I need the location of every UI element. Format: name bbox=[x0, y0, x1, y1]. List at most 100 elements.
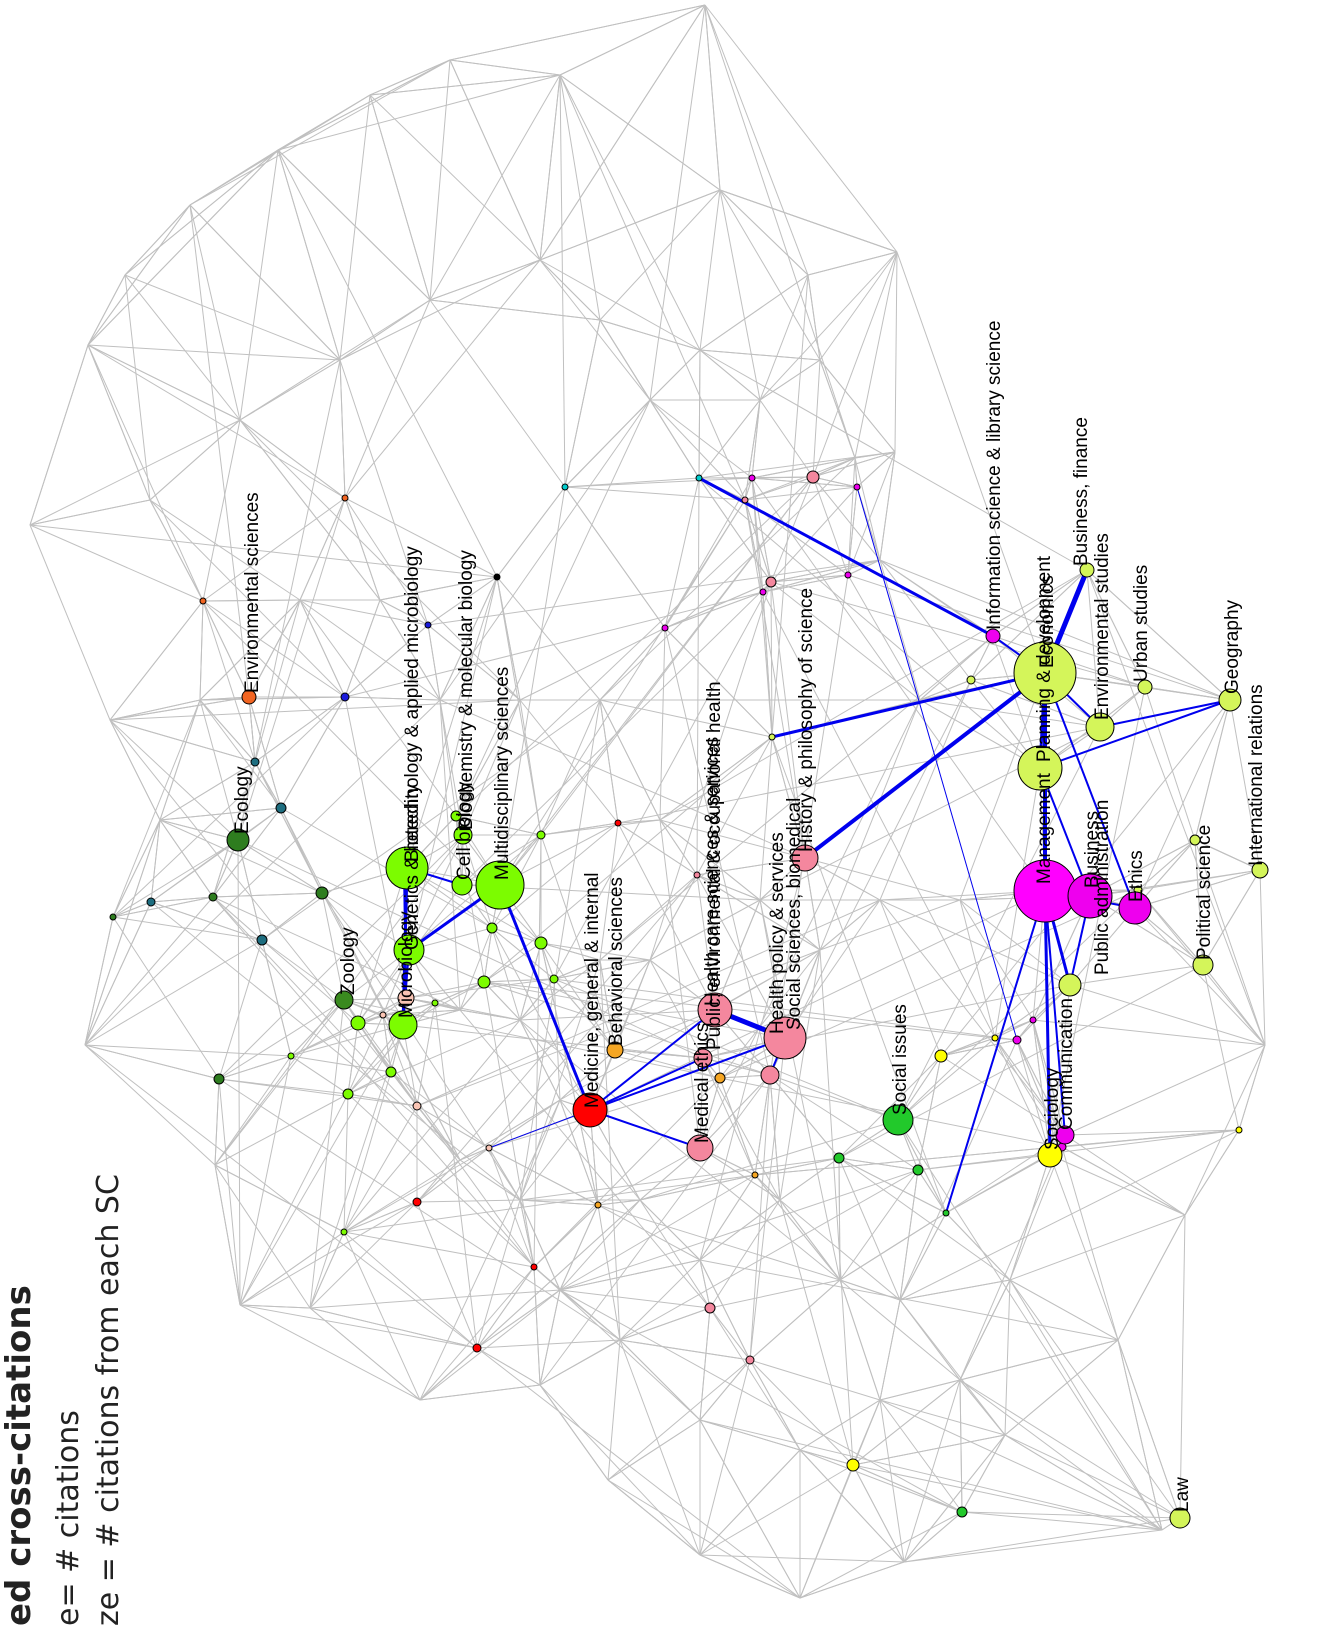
background-edge bbox=[759, 359, 821, 401]
background-edge bbox=[751, 476, 814, 479]
background-edge bbox=[839, 1279, 881, 1401]
node-label-microbiology: Microbiology bbox=[396, 911, 417, 1018]
node-label-public-administration: Public administration bbox=[1092, 800, 1113, 975]
network-node bbox=[536, 830, 546, 840]
background-edge bbox=[749, 1359, 801, 1451]
background-edge bbox=[1238, 1044, 1266, 1131]
background-edge bbox=[459, 1159, 521, 1201]
background-edge bbox=[416, 949, 821, 1107]
background-edge bbox=[769, 679, 972, 1076]
background-edge bbox=[416, 1147, 490, 1203]
background-edge bbox=[254, 761, 461, 1161]
network-node bbox=[472, 1343, 482, 1353]
network-node bbox=[287, 1052, 295, 1060]
background-edge bbox=[597, 1204, 841, 1281]
background-edge bbox=[539, 1339, 621, 1386]
background-edge bbox=[564, 477, 753, 488]
background-edge bbox=[519, 942, 542, 1021]
background-edge bbox=[344, 497, 381, 601]
background-edge bbox=[112, 819, 161, 918]
background-edge bbox=[699, 1359, 751, 1556]
node-cell-biology bbox=[451, 874, 473, 896]
background-edge bbox=[277, 149, 431, 301]
node-geography bbox=[1218, 688, 1242, 712]
background-edge bbox=[218, 1078, 241, 1306]
background-edge bbox=[1134, 907, 1266, 1046]
background-edge bbox=[343, 1201, 418, 1233]
background-edge bbox=[405, 978, 555, 999]
background-edge bbox=[109, 699, 201, 721]
background-edge bbox=[759, 251, 898, 401]
background-edge bbox=[84, 819, 161, 1046]
background-edge bbox=[852, 1399, 881, 1466]
network-node bbox=[748, 474, 756, 482]
background-edge bbox=[540, 476, 814, 836]
node-multidisciplinary-sciences bbox=[475, 860, 525, 910]
background-edge bbox=[709, 1307, 801, 1451]
background-edge bbox=[540, 942, 601, 961]
background-edge bbox=[769, 1074, 919, 1171]
background-edge bbox=[599, 959, 621, 1341]
background-edge bbox=[149, 499, 204, 602]
background-edge bbox=[699, 699, 921, 1149]
background-edge bbox=[751, 477, 772, 583]
background-edge bbox=[496, 576, 521, 701]
background-edge bbox=[299, 599, 346, 698]
node-label-ecology: Ecology bbox=[232, 766, 253, 834]
background-edge bbox=[124, 204, 191, 276]
node-medicine-general bbox=[572, 1092, 608, 1128]
background-edge bbox=[218, 1055, 292, 1080]
background-edge bbox=[699, 1259, 1119, 1341]
highlighted-edge bbox=[771, 671, 1046, 739]
background-edge bbox=[559, 1259, 701, 1291]
background-edge bbox=[150, 901, 263, 941]
background-edge bbox=[202, 600, 250, 698]
node-international-relations bbox=[1251, 861, 1269, 879]
background-edge bbox=[519, 959, 601, 1201]
background-edge bbox=[290, 1055, 392, 1073]
background-edge bbox=[751, 457, 856, 479]
background-edge bbox=[212, 892, 323, 898]
background-edge bbox=[214, 1164, 345, 1233]
background-edge bbox=[597, 1199, 641, 1206]
background-edge bbox=[321, 892, 410, 951]
background-edge bbox=[804, 857, 961, 901]
background-edge bbox=[476, 1289, 561, 1349]
background-edge bbox=[189, 204, 250, 698]
background-edge bbox=[769, 1074, 781, 1201]
background-edges bbox=[29, 4, 1266, 1599]
background-edge bbox=[696, 874, 716, 1011]
background-edge bbox=[959, 1379, 1006, 1436]
background-edge bbox=[159, 819, 214, 898]
background-edge bbox=[897, 726, 1101, 1121]
background-edge bbox=[84, 896, 214, 1046]
background-edge bbox=[639, 1199, 701, 1261]
background-edge bbox=[109, 719, 392, 1073]
background-edge bbox=[439, 699, 461, 1011]
background-edge bbox=[519, 699, 542, 836]
background-edge bbox=[970, 569, 1088, 681]
background-edge bbox=[553, 959, 651, 980]
labels-layer: Environmental sciences Ecology Zoology Micr… bbox=[232, 321, 1267, 1512]
background-edge bbox=[659, 627, 666, 821]
background-edge bbox=[699, 1074, 771, 1149]
background-edge bbox=[812, 476, 881, 561]
background-edge bbox=[664, 499, 746, 629]
background-edge bbox=[819, 359, 896, 453]
background-edge bbox=[819, 949, 854, 1466]
background-edge bbox=[879, 1399, 905, 1563]
background-edge bbox=[343, 1071, 392, 1233]
background-edge bbox=[149, 499, 301, 601]
background-edge bbox=[897, 1037, 996, 1121]
background-edge bbox=[491, 927, 521, 1021]
highlighted-edge bbox=[945, 890, 1046, 1214]
background-edge bbox=[812, 251, 898, 478]
background-edge bbox=[390, 1071, 490, 1149]
background-edge bbox=[539, 259, 701, 351]
background-edge bbox=[488, 959, 651, 1149]
background-edge bbox=[696, 874, 786, 1039]
network-node bbox=[477, 975, 491, 989]
background-edge bbox=[343, 1174, 756, 1233]
background-edge bbox=[1134, 699, 1231, 909]
background-edge bbox=[754, 1174, 781, 1201]
